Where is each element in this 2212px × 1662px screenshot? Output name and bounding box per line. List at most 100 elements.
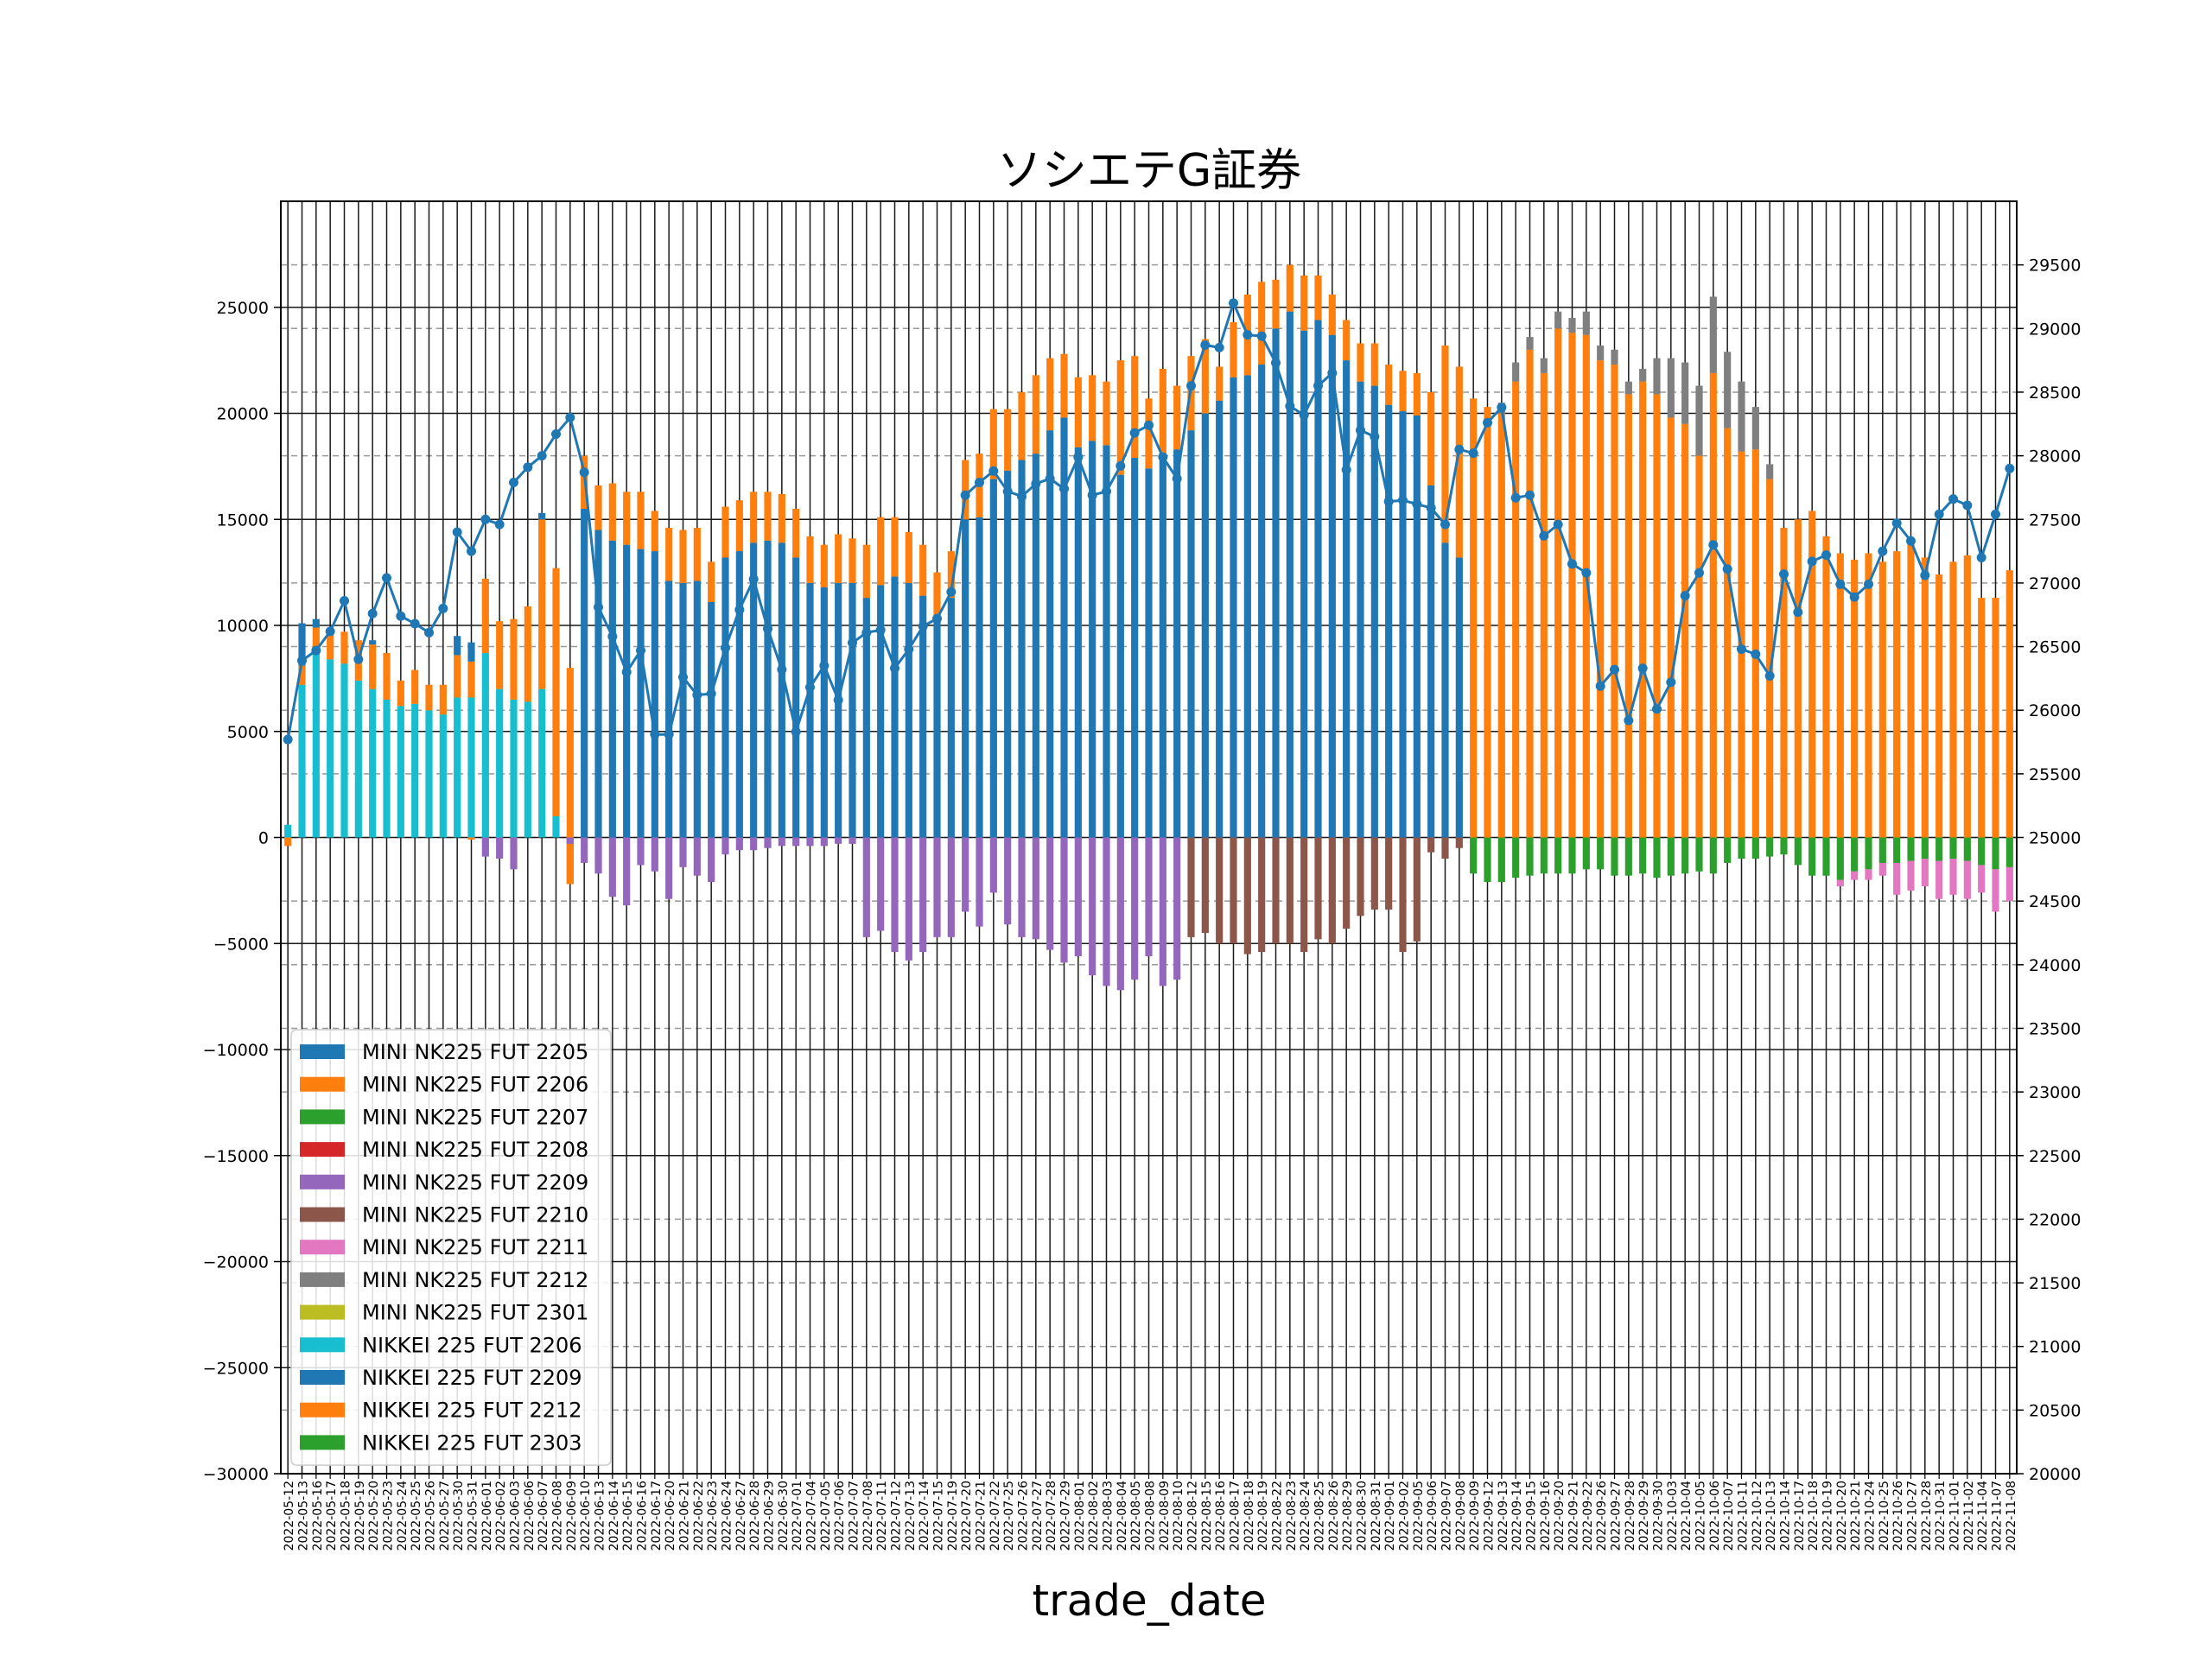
x-axis-label: trade_date bbox=[1032, 1576, 1266, 1626]
bar-segment bbox=[481, 837, 489, 857]
x-tick-label: 2022-10-20 bbox=[1835, 1481, 1849, 1551]
bar-segment bbox=[496, 837, 504, 860]
price-point bbox=[1610, 664, 1619, 675]
bar-segment bbox=[1060, 417, 1068, 838]
bar-segment bbox=[1526, 837, 1534, 876]
y2-tick-label: 23500 bbox=[2029, 1019, 2081, 1038]
x-tick-label: 2022-10-05 bbox=[1694, 1481, 1708, 1551]
bar-segment bbox=[905, 837, 912, 961]
bar-segment bbox=[735, 500, 743, 552]
bar-segment bbox=[1780, 528, 1788, 838]
bar-segment bbox=[566, 668, 574, 885]
bar-segment bbox=[947, 551, 955, 599]
price-point bbox=[1214, 342, 1224, 352]
y-tick-label: −25000 bbox=[203, 1359, 269, 1378]
price-point bbox=[1751, 649, 1761, 659]
bar-segment bbox=[835, 837, 842, 844]
price-point bbox=[890, 663, 899, 674]
bar-segment bbox=[1314, 275, 1322, 320]
bar-segment bbox=[1724, 428, 1732, 838]
x-tick-label: 2022-05-13 bbox=[297, 1481, 311, 1551]
y2-tick-label: 27500 bbox=[2029, 511, 2081, 530]
bar-segment bbox=[538, 519, 546, 689]
price-point bbox=[1002, 486, 1013, 497]
price-point bbox=[1313, 381, 1323, 391]
bar-segment bbox=[665, 528, 673, 581]
bar-segment bbox=[1258, 837, 1266, 953]
bar-segment bbox=[1851, 559, 1859, 838]
x-tick-label: 2022-08-25 bbox=[1313, 1481, 1327, 1551]
y2-tick-label: 29500 bbox=[2029, 257, 2081, 276]
price-point bbox=[650, 729, 660, 739]
bar-segment bbox=[1427, 485, 1435, 838]
bar-segment bbox=[1230, 321, 1237, 377]
bar-segment bbox=[1568, 333, 1576, 838]
bar-segment bbox=[1878, 561, 1886, 838]
bar-segment bbox=[1709, 837, 1717, 874]
x-tick-label: 2022-10-14 bbox=[1779, 1481, 1793, 1551]
bar-segment bbox=[750, 837, 758, 851]
bar-segment bbox=[1667, 358, 1675, 418]
legend-label: MINI NK225 FUT 2209 bbox=[362, 1170, 588, 1195]
bar-segment bbox=[1046, 837, 1054, 950]
x-tick-label: 2022-05-25 bbox=[410, 1481, 423, 1551]
bar-segment bbox=[1116, 474, 1124, 838]
price-point bbox=[1835, 579, 1846, 589]
bar-segment bbox=[1540, 372, 1548, 838]
bar-segment bbox=[806, 536, 814, 583]
x-tick-label: 2022-05-17 bbox=[325, 1481, 339, 1551]
x-tick-label: 2022-09-22 bbox=[1581, 1481, 1595, 1551]
bar-segment bbox=[919, 837, 927, 953]
bar-segment bbox=[369, 640, 377, 645]
bar-segment bbox=[1484, 407, 1491, 838]
bar-segment bbox=[1343, 837, 1351, 929]
bar-segment bbox=[594, 530, 602, 838]
bar-segment bbox=[1343, 360, 1351, 838]
bar-segment bbox=[651, 551, 658, 838]
bar-segment bbox=[1343, 320, 1351, 361]
bar-segment bbox=[1512, 381, 1520, 838]
x-tick-label: 2022-07-26 bbox=[1017, 1481, 1031, 1551]
bar-segment bbox=[1032, 837, 1039, 940]
bar-segment bbox=[1540, 837, 1548, 874]
bar-segment bbox=[1978, 598, 1986, 838]
legend-label: MINI NK225 FUT 2206 bbox=[362, 1073, 588, 1097]
bar-segment bbox=[1724, 837, 1732, 863]
bar-segment bbox=[467, 642, 475, 662]
bar-segment bbox=[637, 492, 645, 549]
bar-segment bbox=[1709, 296, 1717, 373]
bar-segment bbox=[1230, 377, 1237, 838]
legend-swatch bbox=[300, 1109, 345, 1125]
bar-segment bbox=[2005, 837, 2013, 867]
bar-segment bbox=[778, 493, 785, 543]
price-point bbox=[1807, 556, 1817, 567]
price-point bbox=[1483, 417, 1492, 428]
bar-segment bbox=[835, 582, 842, 838]
price-point bbox=[396, 611, 406, 621]
bar-segment bbox=[1272, 328, 1280, 838]
x-tick-label: 2022-05-27 bbox=[438, 1481, 452, 1551]
x-tick-label: 2022-06-03 bbox=[509, 1481, 523, 1551]
bar-segment bbox=[1738, 837, 1745, 860]
x-tick-label: 2022-08-09 bbox=[1158, 1481, 1172, 1551]
legend-label: NIKKEI 225 FUT 2303 bbox=[362, 1430, 582, 1455]
x-tick-label: 2022-07-06 bbox=[833, 1481, 847, 1551]
bar-segment bbox=[693, 580, 701, 838]
bar-segment bbox=[1695, 455, 1703, 838]
legend-swatch bbox=[300, 1304, 345, 1320]
price-point bbox=[1934, 509, 1944, 519]
legend-swatch bbox=[300, 1370, 345, 1385]
x-tick-label: 2022-06-17 bbox=[650, 1481, 664, 1551]
y2-tick-label: 27000 bbox=[2029, 574, 2081, 593]
bar-segment bbox=[327, 631, 334, 660]
bar-segment bbox=[1455, 366, 1463, 558]
bar-segment bbox=[764, 837, 772, 848]
bar-segment bbox=[1131, 837, 1139, 980]
bar-segment bbox=[1441, 837, 1449, 860]
price-point bbox=[1158, 452, 1168, 462]
bar-segment bbox=[1145, 398, 1153, 469]
x-tick-label: 2022-07-29 bbox=[1059, 1481, 1073, 1551]
bar-segment bbox=[397, 706, 404, 838]
bar-segment bbox=[735, 551, 743, 838]
bar-segment bbox=[510, 837, 518, 870]
